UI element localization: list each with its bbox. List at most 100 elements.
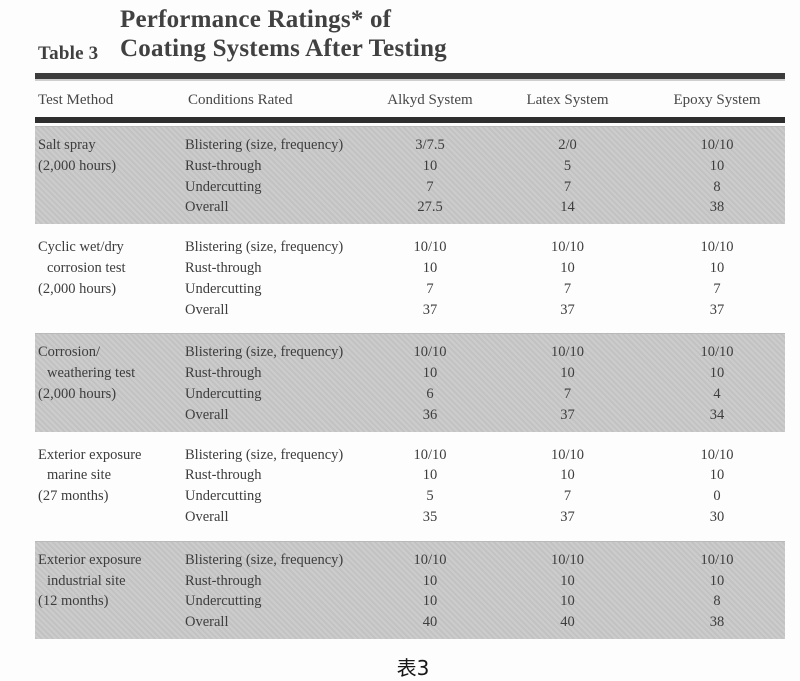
latex-rating-value: 37: [560, 508, 575, 525]
latex-rating-value: 7: [563, 385, 572, 402]
latex-rating-value: 37: [560, 301, 575, 318]
epoxy-values-cell: 10/10 10 7 37: [650, 237, 784, 320]
table-body: Salt spray (2,000 hours) Blistering (size,…: [0, 126, 800, 639]
latex-rating-value: 10: [560, 593, 575, 610]
condition-label: Rust-through: [185, 157, 262, 174]
alkyd-rating-value: 10: [422, 259, 438, 276]
test-method-line: (2,000 hours): [38, 157, 117, 174]
epoxy-rating-value: 10/10: [700, 551, 734, 568]
epoxy-values-cell: 10/10 10 0 30: [650, 445, 784, 528]
test-method-line: (2,000 hours): [38, 280, 117, 297]
column-header-latex-system: Latex System: [526, 92, 609, 108]
latex-values-cell: 2/0 5 7 14: [485, 135, 650, 218]
alkyd-rating-value: 5: [426, 488, 434, 505]
column-header-test-method: Test Method: [38, 92, 114, 108]
epoxy-rating-value: 10/10: [700, 446, 734, 463]
test-method-cell: Exterior exposure marine site (27 months): [35, 445, 185, 528]
test-method-cell: Salt spray (2,000 hours): [35, 135, 185, 218]
alkyd-rating-value: 10/10: [413, 446, 447, 463]
column-header-conditions-rated: Conditions Rated: [188, 92, 293, 108]
latex-rating-value: 10: [560, 365, 575, 382]
horizontal-rule-header: [35, 117, 785, 123]
alkyd-rating-value: 10/10: [413, 551, 447, 568]
condition-label: Rust-through: [185, 365, 262, 382]
test-method-group: Exterior exposure industrial site (12 mont…: [35, 540, 785, 639]
latex-values-cell: 10/10 10 7 37: [485, 342, 650, 425]
test-method-line: weathering test: [47, 365, 136, 382]
epoxy-rating-value: 8: [713, 178, 721, 195]
alkyd-rating-value: 35: [422, 508, 438, 525]
latex-rating-value: 10/10: [550, 446, 585, 463]
latex-rating-value: 10: [560, 572, 575, 589]
horizontal-rule-top: [35, 73, 785, 79]
latex-rating-value: 40: [560, 614, 575, 631]
epoxy-values-cell: 10/10 10 8 38: [650, 135, 784, 218]
alkyd-rating-value: 7: [426, 178, 434, 195]
alkyd-values-cell: 10/10 10 10 40: [375, 550, 485, 633]
test-method-line: Exterior exposure: [38, 551, 142, 568]
condition-label: Blistering (size, frequency): [185, 344, 344, 361]
epoxy-rating-value: 4: [713, 385, 721, 402]
condition-label: Overall: [185, 301, 229, 318]
table-header-row: Test Method Conditions Rated Alkyd Syste…: [35, 79, 785, 117]
column-header-alkyd-system: Alkyd System: [387, 92, 473, 108]
test-method-line: (27 months): [38, 488, 109, 505]
test-method-line: corrosion test: [47, 259, 126, 276]
epoxy-rating-value: 38: [709, 614, 725, 631]
test-method-group: Exterior exposure marine site (27 months) B…: [35, 445, 785, 528]
test-method-cell: Cyclic wet/dry corrosion test (2,000 hours…: [35, 237, 185, 320]
conditions-cell: Blistering (size, frequency) Rust-through…: [185, 237, 375, 320]
condition-label: Undercutting: [185, 385, 262, 402]
condition-label: Overall: [185, 199, 229, 216]
test-method-cell: Exterior exposure industrial site (12 mont…: [35, 550, 185, 633]
epoxy-rating-value: 37: [709, 301, 725, 318]
latex-rating-value: 10: [560, 259, 575, 276]
epoxy-rating-value: 8: [713, 593, 721, 610]
alkyd-rating-value: 10: [422, 572, 438, 589]
condition-label: Overall: [185, 614, 229, 631]
epoxy-rating-value: 10/10: [700, 137, 734, 153]
test-method-line: Exterior exposure: [38, 446, 142, 463]
condition-label: Blistering (size, frequency): [185, 137, 344, 153]
document-title-line-1: Performance Ratings* of: [120, 6, 392, 33]
test-method-line: marine site: [47, 467, 112, 484]
alkyd-values-cell: 10/10 10 5 35: [375, 445, 485, 528]
test-method-cell: Corrosion/weathering test (2,000 hours): [35, 342, 185, 425]
epoxy-rating-value: 30: [709, 508, 725, 525]
test-method-group: Corrosion/weathering test (2,000 hours) Bl…: [35, 333, 785, 432]
latex-rating-value: 7: [563, 178, 572, 195]
document-title: Performance Ratings* of Coating Systems …: [120, 5, 447, 63]
alkyd-rating-value: 36: [422, 406, 438, 423]
alkyd-rating-value: 10: [422, 157, 438, 174]
condition-label: Blistering (size, frequency): [185, 446, 344, 463]
latex-rating-value: 37: [560, 406, 575, 423]
alkyd-rating-value: 7: [426, 280, 434, 297]
latex-rating-value: 14: [560, 199, 575, 216]
epoxy-rating-value: 34: [709, 406, 725, 423]
table-label: Table 3: [38, 43, 99, 64]
alkyd-rating-value: 10: [422, 593, 438, 610]
latex-rating-value: 10/10: [550, 551, 585, 568]
latex-rating-value: 10: [560, 467, 575, 484]
condition-label: Undercutting: [185, 178, 262, 195]
test-method-line: industrial site: [47, 572, 126, 589]
epoxy-rating-value: 10: [709, 572, 725, 589]
test-method-line: (12 months): [38, 593, 109, 610]
epoxy-rating-value: 0: [713, 488, 721, 505]
alkyd-rating-value: 37: [422, 301, 438, 318]
alkyd-values-cell: 10/10 10 6 36: [375, 342, 485, 425]
test-method-group: Cyclic wet/dry corrosion test (2,000 hours…: [35, 237, 785, 320]
latex-rating-value: 7: [563, 488, 572, 505]
epoxy-rating-value: 10: [709, 467, 725, 484]
condition-label: Blistering (size, frequency): [185, 239, 344, 256]
alkyd-rating-value: 6: [426, 385, 434, 402]
alkyd-values-cell: 3/7.5 10 7 27.5: [375, 135, 485, 218]
latex-rating-value: 5: [563, 157, 572, 174]
epoxy-values-cell: 10/10 10 4 34: [650, 342, 784, 425]
alkyd-rating-value: 10: [422, 365, 438, 382]
condition-label: Overall: [185, 406, 229, 423]
latex-values-cell: 10/10 10 7 37: [485, 237, 650, 320]
alkyd-rating-value: 10/10: [413, 239, 447, 256]
conditions-cell: Blistering (size, frequency) Rust-through…: [185, 445, 375, 528]
